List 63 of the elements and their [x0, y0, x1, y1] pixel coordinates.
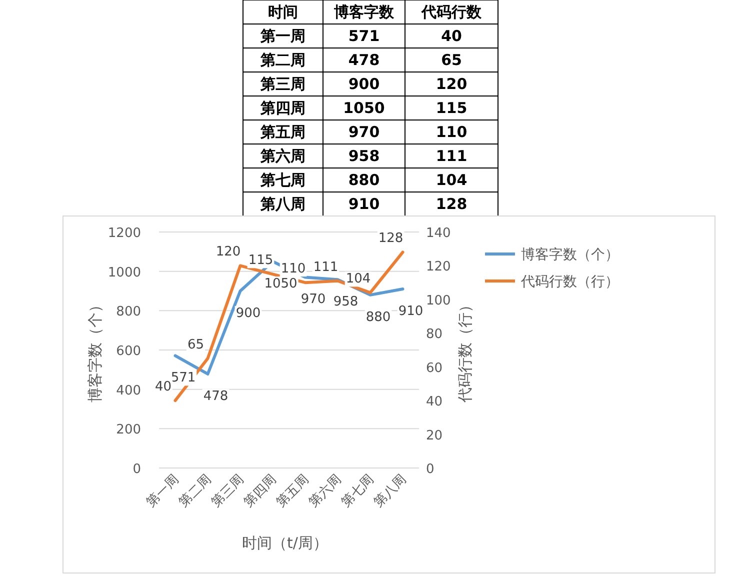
text: 博客字数 [333, 3, 395, 21]
category-label: 第三周 [260, 75, 306, 93]
data-label: 111 [436, 147, 468, 165]
data-label: 478 [203, 388, 228, 404]
y-tick-label: 1200 [108, 226, 141, 241]
text: 时间 [268, 3, 298, 21]
data-label: 880 [348, 171, 380, 189]
y2-axis-title: 代码行数（行） [456, 298, 474, 404]
data-label: 571 [348, 27, 380, 45]
data-label: 910 [398, 304, 424, 320]
data-label: 571 [170, 370, 196, 386]
data-label: 970 [300, 292, 326, 308]
category-label: 第二周 [260, 51, 306, 69]
data-label: 900 [236, 306, 261, 321]
y-tick-label: 800 [116, 304, 141, 320]
y-tick-label: 400 [116, 383, 141, 398]
data-label: 958 [333, 294, 358, 310]
y2-tick-label: 80 [426, 327, 443, 342]
category-label: 第四周 [260, 99, 306, 117]
data-label: 880 [366, 310, 391, 325]
y2-tick-label: 100 [426, 293, 451, 308]
legend-label: 代码行数（行） [520, 274, 619, 290]
data-label: 128 [378, 231, 404, 246]
data-label: 110 [280, 262, 306, 277]
data-label: 900 [348, 75, 380, 93]
data-label: 128 [436, 195, 468, 213]
data-label: 120 [436, 75, 468, 93]
data-label: 111 [313, 260, 338, 275]
x-axis-title: 时间（t/周） [242, 534, 328, 552]
legend-label: 博客字数（个） [521, 247, 619, 263]
series-label: 代码行数 [420, 3, 482, 21]
y2-tick-label: 140 [426, 226, 451, 241]
data-label: 115 [436, 99, 468, 117]
y2-tick-label: 0 [426, 462, 434, 477]
y-axis-title: 博客字数（个） [86, 298, 104, 402]
data-label: 120 [216, 244, 241, 260]
data-label: 910 [348, 195, 380, 213]
data-label: 115 [248, 253, 274, 268]
y2-tick-label: 120 [426, 260, 451, 275]
category-label: 第六周 [260, 147, 306, 165]
y-tick-label: 1000 [108, 265, 141, 280]
data-label: 478 [348, 51, 380, 69]
y2-tick-label: 20 [426, 428, 443, 444]
y2-tick-label: 60 [426, 360, 443, 376]
category-label: 第一周 [260, 27, 306, 45]
data-label: 40 [154, 380, 172, 395]
category-label: 第八周 [260, 195, 306, 213]
data-label: 65 [441, 51, 462, 69]
data-label: 40 [441, 27, 462, 45]
data-label: 1050 [264, 276, 298, 292]
data-label: 970 [348, 123, 380, 141]
data-label: 104 [436, 171, 468, 189]
data-label: 1050 [343, 99, 385, 117]
y-tick-label: 200 [116, 422, 141, 438]
y2-tick-label: 40 [426, 394, 443, 410]
data-label: 65 [187, 337, 204, 352]
y-tick-label: 0 [132, 462, 141, 477]
category-label: 第五周 [260, 123, 306, 141]
data-label: 958 [348, 147, 380, 165]
y-tick-label: 600 [116, 344, 141, 359]
data-label: 110 [436, 123, 468, 141]
category-label: 第七周 [260, 171, 306, 189]
data-label: 104 [346, 272, 371, 287]
